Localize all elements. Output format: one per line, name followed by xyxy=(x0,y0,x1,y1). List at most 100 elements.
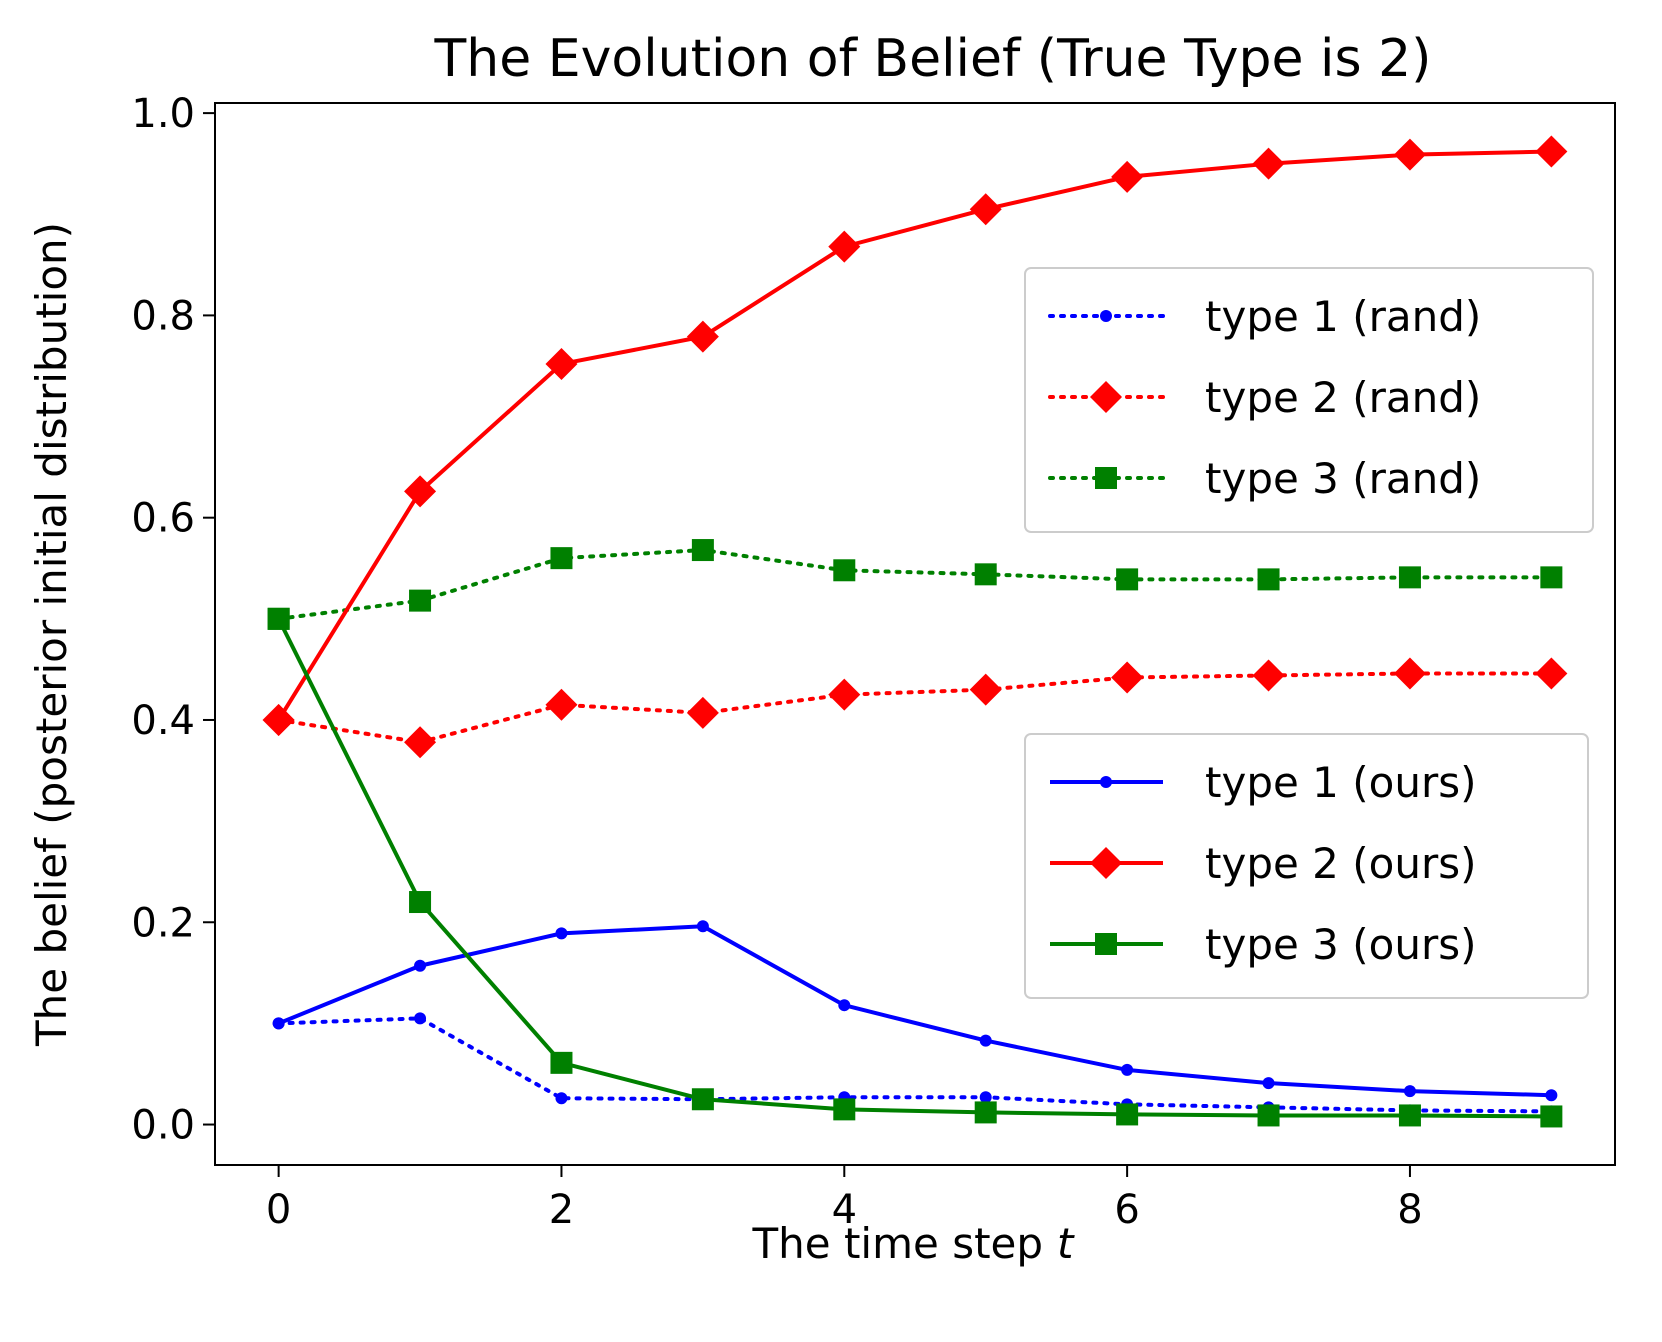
data-point xyxy=(979,1091,992,1104)
data-point xyxy=(267,607,290,630)
series-3 xyxy=(272,920,1558,1102)
data-point xyxy=(1540,1105,1563,1128)
data-point xyxy=(555,927,568,940)
data-point xyxy=(414,959,427,972)
x-axis: 0 2 4 6 8 xyxy=(266,1165,1423,1233)
series-2 xyxy=(267,539,1563,630)
legend-label: type 3 (ours) xyxy=(1205,920,1476,969)
series-line xyxy=(277,924,1552,1098)
data-point xyxy=(1257,1104,1280,1127)
y-tick-label: 0.8 xyxy=(131,293,195,339)
series-line xyxy=(276,1016,1554,1114)
data-point xyxy=(545,347,578,380)
series-line xyxy=(276,548,1554,621)
legend-label: type 1 (rand) xyxy=(1205,292,1481,341)
x-axis-label-text: The time step xyxy=(751,1219,1043,1268)
y-tick-label: 0.0 xyxy=(131,1103,195,1149)
data-point xyxy=(838,999,851,1012)
data-point xyxy=(1393,138,1426,171)
legend-ours: type 1 (ours) type 2 (ours) type 3 (ours) xyxy=(1024,733,1589,999)
data-point xyxy=(691,539,714,562)
legend-box xyxy=(1024,267,1594,533)
y-tick-label: 0.4 xyxy=(131,698,195,744)
data-point xyxy=(1116,568,1139,591)
data-point xyxy=(550,1051,573,1074)
y-tick-label: 0.6 xyxy=(131,496,195,542)
series-1 xyxy=(262,657,1568,759)
data-point xyxy=(696,920,709,933)
data-point xyxy=(1535,135,1568,168)
data-point xyxy=(1116,1103,1139,1126)
data-point xyxy=(1252,147,1285,180)
data-point xyxy=(974,563,997,586)
data-point xyxy=(1398,566,1421,589)
data-point xyxy=(409,891,432,914)
series-0 xyxy=(272,1012,1558,1118)
data-point xyxy=(969,193,1002,226)
series-4 xyxy=(262,135,1568,736)
data-point xyxy=(1393,657,1426,690)
data-point xyxy=(828,230,861,263)
series-5 xyxy=(267,607,1563,1128)
x-axis-label-var: t xyxy=(1057,1219,1075,1268)
chart-title: The Evolution of Belief (True Type is 2) xyxy=(434,29,1432,89)
data-point xyxy=(828,678,861,711)
legend-label: type 2 (rand) xyxy=(1205,373,1481,422)
y-tick-label: 1.0 xyxy=(131,91,195,137)
data-point xyxy=(833,559,856,582)
data-point xyxy=(414,1012,427,1025)
legend-label: type 2 (ours) xyxy=(1205,839,1476,888)
x-tick-label: 4 xyxy=(832,1187,857,1233)
data-point xyxy=(691,1088,714,1111)
data-point xyxy=(404,726,437,759)
x-tick-label: 2 xyxy=(549,1187,574,1233)
legend-rand: type 1 (rand) type 2 (rand) type 3 (rand) xyxy=(1024,267,1594,533)
y-tick-label: 0.2 xyxy=(131,900,195,946)
legend-box xyxy=(1024,733,1589,999)
legend-marker xyxy=(1100,776,1112,788)
y-axis-label: The belief (posterior initial distributi… xyxy=(27,222,76,1047)
legend-label: type 3 (rand) xyxy=(1205,454,1481,503)
data-point xyxy=(1111,160,1144,193)
data-point xyxy=(409,589,432,612)
data-point xyxy=(1111,661,1144,694)
series-line xyxy=(276,671,1554,745)
legend-marker xyxy=(1095,467,1117,489)
data-point xyxy=(979,1034,992,1047)
data-point xyxy=(1252,659,1285,692)
legend-marker xyxy=(1100,310,1112,322)
series-line xyxy=(276,149,1552,722)
data-point xyxy=(974,1101,997,1124)
data-point xyxy=(262,703,295,736)
data-point xyxy=(686,696,719,729)
legend-label: type 1 (ours) xyxy=(1205,758,1476,807)
data-point xyxy=(272,1017,285,1030)
data-point xyxy=(1535,657,1568,690)
data-point xyxy=(1257,568,1280,591)
plot-area xyxy=(262,135,1568,1128)
x-tick-label: 6 xyxy=(1114,1187,1139,1233)
data-point xyxy=(1545,1089,1558,1102)
x-tick-label: 8 xyxy=(1397,1187,1422,1233)
axes-frame xyxy=(214,102,1616,1166)
data-point xyxy=(1540,566,1563,589)
data-point xyxy=(404,475,437,508)
data-point xyxy=(686,320,719,353)
data-point xyxy=(1403,1085,1416,1098)
legend-marker xyxy=(1090,847,1122,879)
series-line xyxy=(276,617,1552,1119)
data-point xyxy=(1262,1077,1275,1090)
data-point xyxy=(969,673,1002,706)
data-point xyxy=(833,1098,856,1121)
x-axis-label: The time step t xyxy=(751,1219,1075,1268)
legend-marker xyxy=(1095,933,1117,955)
data-point xyxy=(1121,1063,1134,1076)
y-axis: 0.0 0.2 0.4 0.6 0.8 1.0 xyxy=(131,91,215,1149)
data-point xyxy=(550,547,573,570)
legend-marker xyxy=(1090,381,1122,413)
data-point xyxy=(1398,1104,1421,1127)
x-tick-label: 0 xyxy=(266,1187,291,1233)
data-point xyxy=(545,688,578,721)
data-point xyxy=(555,1092,568,1105)
